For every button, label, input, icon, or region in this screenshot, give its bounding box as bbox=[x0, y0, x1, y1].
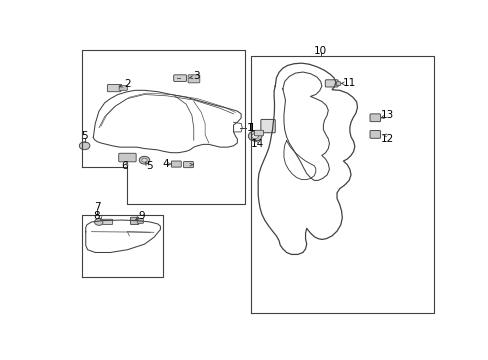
Text: 1: 1 bbox=[248, 123, 255, 133]
FancyBboxPatch shape bbox=[325, 80, 338, 87]
Circle shape bbox=[79, 142, 90, 150]
Text: 5: 5 bbox=[146, 161, 152, 171]
FancyBboxPatch shape bbox=[171, 161, 181, 167]
FancyBboxPatch shape bbox=[119, 153, 136, 162]
Text: 13: 13 bbox=[381, 110, 394, 120]
FancyBboxPatch shape bbox=[183, 162, 193, 168]
Text: 8: 8 bbox=[93, 211, 100, 221]
Circle shape bbox=[142, 158, 147, 162]
Circle shape bbox=[251, 134, 258, 139]
Text: 3: 3 bbox=[193, 71, 200, 81]
FancyBboxPatch shape bbox=[188, 75, 200, 83]
FancyBboxPatch shape bbox=[102, 219, 112, 225]
Text: 10: 10 bbox=[313, 46, 326, 56]
Circle shape bbox=[139, 156, 149, 164]
FancyBboxPatch shape bbox=[369, 131, 380, 138]
FancyBboxPatch shape bbox=[137, 219, 143, 223]
Circle shape bbox=[248, 131, 262, 141]
FancyBboxPatch shape bbox=[173, 75, 186, 81]
FancyBboxPatch shape bbox=[130, 217, 139, 225]
Text: 4: 4 bbox=[162, 159, 168, 169]
FancyBboxPatch shape bbox=[369, 114, 380, 122]
FancyBboxPatch shape bbox=[119, 86, 127, 90]
Text: 11: 11 bbox=[343, 78, 356, 89]
Text: 2: 2 bbox=[124, 79, 130, 89]
FancyBboxPatch shape bbox=[107, 85, 121, 92]
FancyBboxPatch shape bbox=[336, 82, 340, 86]
Text: 5: 5 bbox=[81, 131, 88, 141]
Text: 6: 6 bbox=[121, 161, 128, 171]
FancyBboxPatch shape bbox=[260, 120, 275, 133]
Text: 7: 7 bbox=[94, 202, 100, 212]
Circle shape bbox=[94, 219, 103, 225]
Text: 1: 1 bbox=[247, 123, 253, 133]
Text: 14: 14 bbox=[250, 139, 263, 149]
FancyBboxPatch shape bbox=[254, 130, 263, 136]
Text: 12: 12 bbox=[381, 134, 394, 144]
Text: 9: 9 bbox=[138, 211, 145, 221]
